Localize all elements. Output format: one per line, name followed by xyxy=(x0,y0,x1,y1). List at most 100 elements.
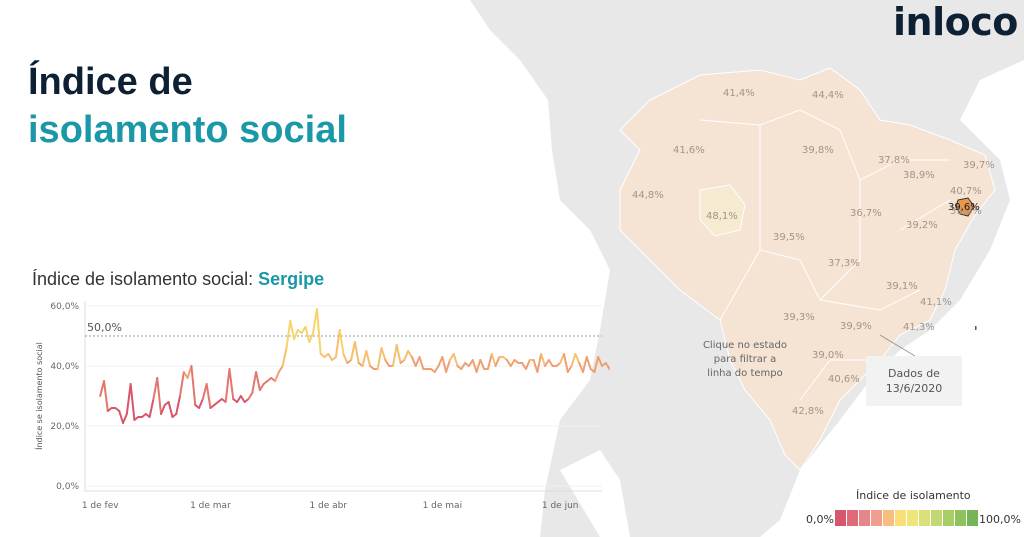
map-state-value: 44,4% xyxy=(812,90,844,101)
legend-swatch xyxy=(847,510,858,526)
x-tick-label: 1 de abr xyxy=(309,501,347,511)
series-segment xyxy=(338,329,345,355)
page-title: Índice de isolamento social xyxy=(28,58,347,154)
map-state-value: 39,0% xyxy=(812,350,844,361)
series-segment xyxy=(365,350,372,367)
chart-title-state: Sergipe xyxy=(258,269,325,289)
map-state-value: 39,9% xyxy=(840,321,872,332)
legend-swatch xyxy=(883,510,894,526)
series-segment xyxy=(342,353,349,364)
legend-swatch xyxy=(955,510,966,526)
series-segment xyxy=(148,398,155,418)
x-tick-label: 1 de jun xyxy=(542,501,579,511)
series-segment xyxy=(509,359,516,367)
series-segment xyxy=(532,359,539,373)
series-segment xyxy=(353,341,360,364)
series-segment xyxy=(524,359,531,370)
state-rondonia[interactable] xyxy=(699,184,746,237)
series-segment xyxy=(407,350,413,358)
series-segment xyxy=(597,356,603,367)
series-segment xyxy=(289,320,296,340)
series-segment xyxy=(315,308,322,355)
series-segment xyxy=(258,383,265,391)
map-state-value: 42,8% xyxy=(792,406,824,417)
series-segment xyxy=(471,359,478,373)
series-segment xyxy=(433,365,440,373)
click-hint-line: linha do tempo xyxy=(707,368,783,379)
state-borders xyxy=(699,109,951,401)
y-tick-label: 60,0% xyxy=(50,302,79,312)
y-axis-label: Índice se isolamento social xyxy=(33,342,44,450)
legend-color-scale xyxy=(835,510,979,526)
series-segment xyxy=(441,356,448,373)
series-segment xyxy=(547,359,554,367)
series-segment xyxy=(505,359,512,367)
legend-swatch xyxy=(859,510,870,526)
series-segment xyxy=(175,395,182,415)
series-segment xyxy=(361,350,368,367)
legend-swatch xyxy=(967,510,978,526)
x-tick-label: 1 de mar xyxy=(190,501,231,511)
series-segment xyxy=(274,371,280,382)
map-state-value: 37,3% xyxy=(828,258,860,269)
series-segment xyxy=(540,353,546,367)
map-state-value: 39,1% xyxy=(886,281,918,292)
series-segment xyxy=(403,350,410,361)
series-segment xyxy=(445,359,451,373)
callout-line xyxy=(879,334,916,357)
legend-swatch xyxy=(871,510,882,526)
series-segment xyxy=(281,347,288,367)
map-state-value: 39,7% xyxy=(963,160,995,171)
map-state-value: 39,3% xyxy=(783,312,815,323)
legend-swatch xyxy=(931,510,942,526)
series-segment xyxy=(479,359,486,370)
series-segment xyxy=(334,329,341,358)
series-segment xyxy=(536,353,543,373)
chart-title: Índice de isolamento social: Sergipe xyxy=(32,269,324,290)
series-segment xyxy=(125,383,132,415)
series-segment xyxy=(486,353,493,370)
series-segment xyxy=(255,371,261,391)
legend-swatch xyxy=(943,510,954,526)
legend-swatch xyxy=(835,510,846,526)
series-segment xyxy=(205,383,212,409)
click-hint: Clique no estado para filtrar a linha do… xyxy=(695,339,795,381)
legend-max-label: 100,0% xyxy=(979,513,1021,526)
series-segment xyxy=(293,329,299,340)
map-state-value: 48,1% xyxy=(706,211,738,222)
map-state-value: 41,3% xyxy=(903,322,935,333)
series-segment xyxy=(327,353,334,361)
series-segment xyxy=(160,404,166,415)
landmass-upper xyxy=(470,0,660,80)
map-state-value: 40,6% xyxy=(828,374,860,385)
series-segment xyxy=(304,326,311,343)
series-segment xyxy=(418,356,425,370)
series-segment xyxy=(190,365,197,406)
series-segment xyxy=(167,401,174,418)
series-segment xyxy=(604,362,610,370)
series-segment xyxy=(201,383,208,400)
series-segment xyxy=(285,320,292,349)
series-segment xyxy=(452,353,459,367)
map-state-value: 39,6% xyxy=(950,206,982,217)
isolation-line-chart[interactable]: 0,0% 20,0% 40,0% 60,0% 1 de fev 1 de mar 1 de … xyxy=(30,296,610,516)
series-segment xyxy=(224,368,231,403)
series-segment xyxy=(376,347,383,370)
series-segment xyxy=(410,356,417,367)
series-segment xyxy=(475,359,482,373)
state-sergipe[interactable] xyxy=(955,197,975,217)
series-segment xyxy=(198,398,204,409)
series-segment xyxy=(395,344,402,364)
series-segment xyxy=(414,356,421,367)
map-marker xyxy=(975,326,977,330)
map-state-value: 38,9% xyxy=(903,170,935,181)
series-segment xyxy=(566,365,573,373)
page-title-line1: Índice de xyxy=(28,61,193,103)
legend-swatch xyxy=(919,510,930,526)
series-segment xyxy=(251,371,258,394)
series-segment xyxy=(494,356,501,367)
reference-line-label: 50,0% xyxy=(87,321,122,334)
series-segment xyxy=(585,356,592,370)
series-segment xyxy=(228,368,235,400)
